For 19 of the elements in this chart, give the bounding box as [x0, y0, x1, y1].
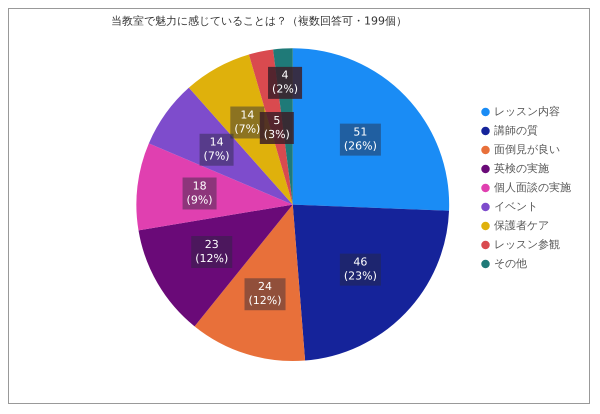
- chart-title: 当教室で魅力に感じていることは？（複数回答可・199個）: [111, 14, 407, 28]
- legend-label: レッスン参観: [494, 238, 560, 251]
- data-label: 14 (7%): [204, 136, 230, 163]
- legend-label: 講師の質: [494, 124, 538, 137]
- legend-label: レッスン内容: [494, 104, 560, 118]
- legend-label: その他: [494, 256, 527, 270]
- data-label: 23 (12%): [195, 238, 228, 265]
- data-label: 5 (3%): [264, 114, 290, 141]
- data-label: 51 (26%): [344, 125, 377, 152]
- data-label: 18 (9%): [186, 179, 213, 206]
- legend-label: 個人面談の実施: [494, 180, 571, 194]
- legend-label: 保護者ケア: [494, 218, 549, 232]
- data-label: 24 (12%): [248, 280, 282, 308]
- legend-label: イベント: [494, 200, 538, 213]
- data-label: 46 (23%): [344, 255, 377, 282]
- legend-label: 英検の実施: [494, 162, 549, 175]
- data-label: 4 (2%): [272, 68, 298, 96]
- data-label: 14 (7%): [234, 108, 260, 136]
- legend-label: 面倒見が良い: [494, 142, 560, 156]
